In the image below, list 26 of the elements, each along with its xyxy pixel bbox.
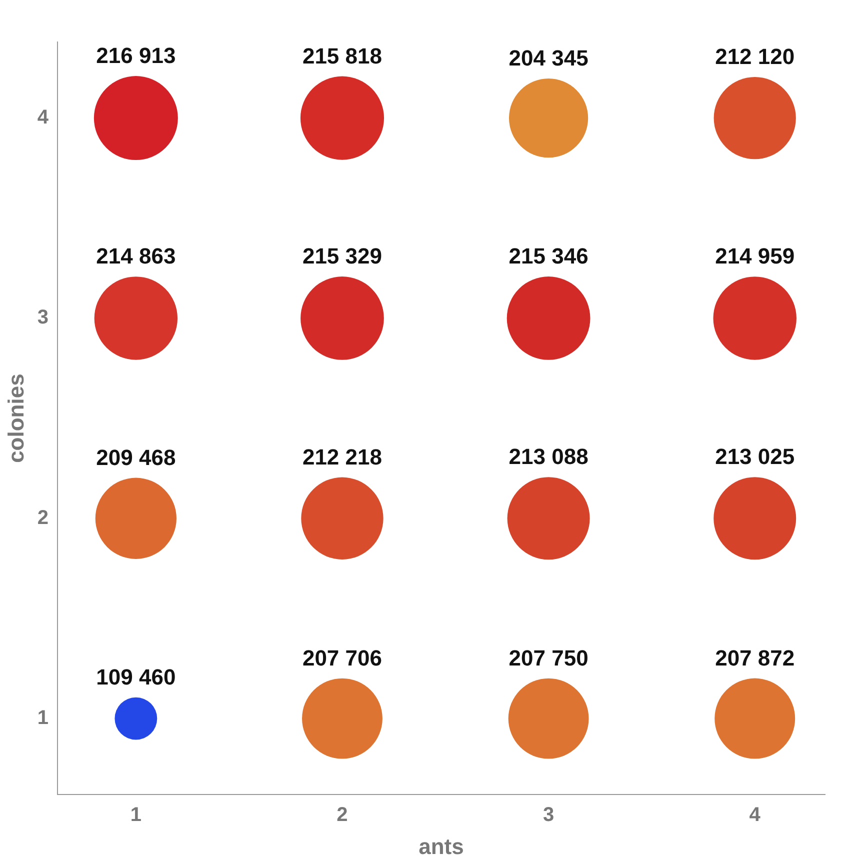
annotation: 215 329 — [302, 244, 382, 269]
x-axis-title: ants — [418, 834, 464, 859]
annotation: 212 218 — [302, 444, 382, 470]
annotation: 213 088 — [508, 444, 588, 470]
annotation: 215 346 — [508, 244, 588, 269]
annotation: 214 959 — [715, 244, 795, 269]
y-tick-label: 3 — [37, 306, 49, 329]
annotation: 207 750 — [508, 645, 588, 670]
annotation: 209 468 — [96, 444, 176, 470]
x-tick-label: 3 — [542, 804, 554, 826]
y-tick-label: 1 — [37, 707, 49, 730]
y-tick-label: 2 — [37, 506, 49, 529]
x-tick-label: 2 — [336, 804, 348, 826]
annotation: 109 460 — [96, 664, 176, 690]
annotation: 216 913 — [96, 43, 176, 68]
annotation: 207 706 — [302, 645, 382, 670]
y-tick-label: 4 — [37, 106, 50, 129]
y-axis-title: colonies — [3, 374, 28, 463]
annotation: 214 863 — [96, 244, 176, 269]
x-tick-label: 1 — [130, 804, 142, 826]
x-tick-label: 4 — [749, 804, 762, 826]
annotation: 207 872 — [715, 645, 795, 670]
annotation: 204 345 — [508, 46, 588, 71]
annotation: 215 818 — [302, 43, 382, 68]
annotation: 212 120 — [715, 44, 795, 70]
annotation: 213 025 — [715, 444, 795, 470]
